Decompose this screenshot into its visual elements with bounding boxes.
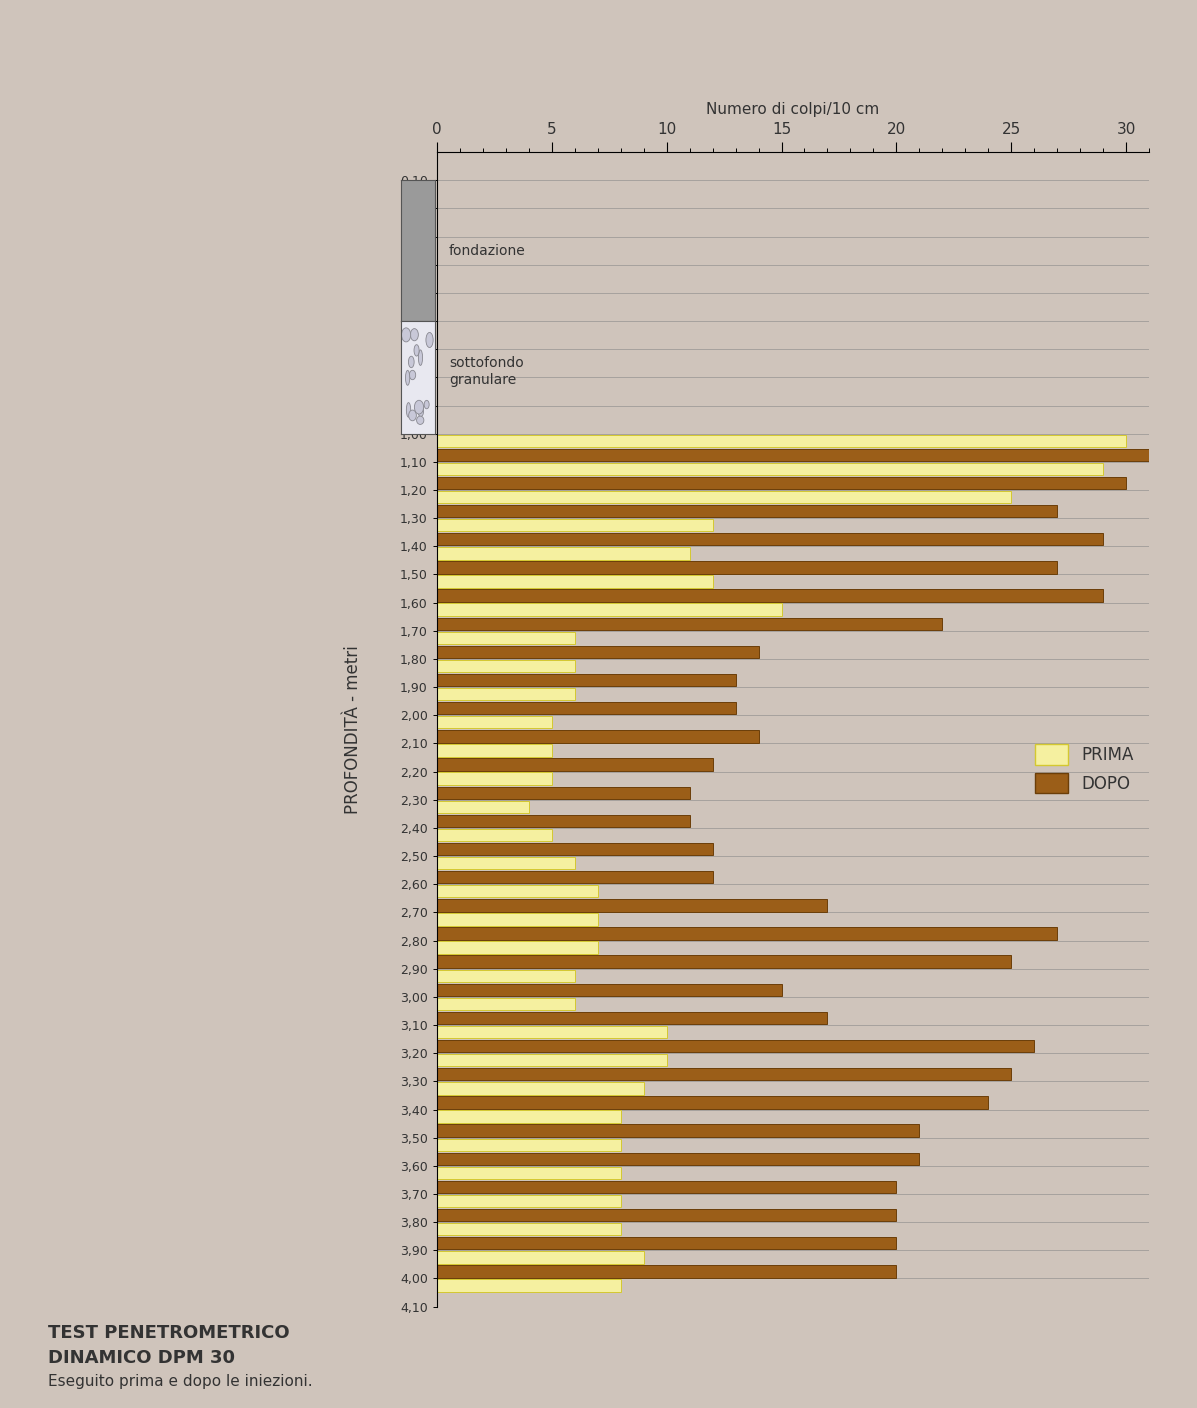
Ellipse shape (414, 400, 424, 414)
Bar (437, 970, 575, 981)
Bar (437, 717, 552, 728)
Bar (437, 1083, 644, 1094)
Text: PROFONDITÀ - metri: PROFONDITÀ - metri (344, 645, 363, 814)
Bar (437, 1139, 621, 1150)
Bar (437, 1238, 897, 1249)
Bar (437, 590, 1104, 601)
Bar (437, 928, 1057, 939)
Bar (437, 1181, 897, 1193)
Text: TEST PENETROMETRICO: TEST PENETROMETRICO (48, 1324, 290, 1342)
Bar (437, 548, 689, 559)
Bar (437, 731, 759, 742)
Bar (437, 505, 1057, 517)
Bar (437, 1209, 897, 1221)
Bar (437, 1041, 1034, 1052)
Bar (437, 534, 1104, 545)
Bar (437, 632, 575, 643)
Bar (437, 998, 575, 1010)
Bar (437, 815, 689, 826)
Ellipse shape (406, 370, 409, 386)
Bar (437, 435, 1126, 446)
Ellipse shape (406, 403, 411, 417)
Bar (437, 872, 712, 883)
Text: DINAMICO DPM 30: DINAMICO DPM 30 (48, 1349, 235, 1367)
Bar (437, 956, 1011, 967)
Bar (437, 773, 552, 784)
Ellipse shape (418, 407, 424, 417)
Bar (437, 689, 575, 700)
Bar (437, 520, 712, 531)
Bar (437, 801, 529, 812)
Bar (437, 1153, 919, 1164)
Text: sottofondo
granulare: sottofondo granulare (449, 356, 523, 387)
Bar (437, 660, 575, 672)
Ellipse shape (417, 417, 424, 424)
Bar (437, 1266, 897, 1277)
Bar (437, 1167, 621, 1178)
Ellipse shape (409, 370, 415, 380)
Bar (437, 843, 712, 855)
Bar (437, 1055, 667, 1066)
Text: Eseguito prima e dopo le iniezioni.: Eseguito prima e dopo le iniezioni. (48, 1374, 312, 1390)
Bar (437, 984, 782, 995)
Bar (437, 1224, 621, 1235)
Bar (437, 463, 1104, 474)
Bar (437, 477, 1126, 489)
Bar (437, 562, 1057, 573)
Bar (437, 914, 597, 925)
Bar (437, 787, 689, 798)
Bar (437, 942, 597, 953)
X-axis label: Numero di colpi/10 cm: Numero di colpi/10 cm (706, 103, 880, 117)
Bar (437, 449, 1149, 460)
Bar (437, 1280, 621, 1291)
Ellipse shape (414, 345, 419, 356)
Bar (437, 1111, 621, 1122)
Text: fondazione: fondazione (449, 244, 525, 258)
Bar (437, 703, 736, 714)
Bar (437, 674, 736, 686)
Ellipse shape (419, 351, 423, 366)
Bar (437, 886, 597, 897)
Ellipse shape (401, 328, 411, 342)
Bar (437, 857, 575, 869)
Ellipse shape (408, 410, 417, 421)
Bar (437, 745, 552, 756)
Bar (437, 576, 712, 587)
Bar (437, 1012, 827, 1024)
Ellipse shape (426, 332, 433, 348)
Bar (437, 1097, 989, 1108)
Bar (437, 1125, 919, 1136)
Bar (437, 759, 712, 770)
Bar (437, 900, 827, 911)
Bar (437, 829, 552, 841)
Legend: PRIMA, DOPO: PRIMA, DOPO (1028, 738, 1141, 800)
Bar (437, 604, 782, 615)
Bar (437, 646, 759, 658)
Bar (437, 491, 1011, 503)
Ellipse shape (424, 400, 430, 408)
Bar (437, 1252, 644, 1263)
Bar (437, 618, 942, 629)
Bar (437, 1026, 667, 1038)
Bar (437, 1069, 1011, 1080)
Bar (437, 1195, 621, 1207)
Ellipse shape (411, 328, 419, 341)
Ellipse shape (408, 356, 414, 367)
